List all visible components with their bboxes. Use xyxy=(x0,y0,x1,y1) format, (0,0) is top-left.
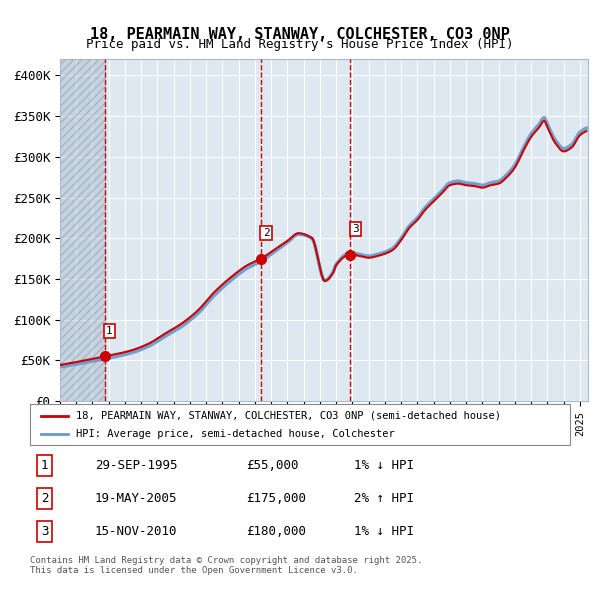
Text: £180,000: £180,000 xyxy=(246,525,306,538)
Text: 1: 1 xyxy=(41,459,48,472)
Text: Price paid vs. HM Land Registry's House Price Index (HPI): Price paid vs. HM Land Registry's House … xyxy=(86,38,514,51)
Text: Contains HM Land Registry data © Crown copyright and database right 2025.
This d: Contains HM Land Registry data © Crown c… xyxy=(30,556,422,575)
Text: 1: 1 xyxy=(106,326,113,336)
Text: 15-NOV-2010: 15-NOV-2010 xyxy=(95,525,178,538)
FancyBboxPatch shape xyxy=(30,404,570,445)
Text: 3: 3 xyxy=(352,224,359,234)
Text: 2% ↑ HPI: 2% ↑ HPI xyxy=(354,492,414,505)
Bar xyxy=(60,59,104,401)
Text: 3: 3 xyxy=(41,525,48,538)
Text: 18, PEARMAIN WAY, STANWAY, COLCHESTER, CO3 0NP (semi-detached house): 18, PEARMAIN WAY, STANWAY, COLCHESTER, C… xyxy=(76,411,501,421)
Text: HPI: Average price, semi-detached house, Colchester: HPI: Average price, semi-detached house,… xyxy=(76,429,395,439)
Text: 19-MAY-2005: 19-MAY-2005 xyxy=(95,492,178,505)
Text: 2: 2 xyxy=(263,228,269,238)
Text: 29-SEP-1995: 29-SEP-1995 xyxy=(95,459,178,472)
Text: 18, PEARMAIN WAY, STANWAY, COLCHESTER, CO3 0NP: 18, PEARMAIN WAY, STANWAY, COLCHESTER, C… xyxy=(90,27,510,41)
Text: £55,000: £55,000 xyxy=(246,459,299,472)
Text: £175,000: £175,000 xyxy=(246,492,306,505)
Text: 1% ↓ HPI: 1% ↓ HPI xyxy=(354,459,414,472)
Text: 1% ↓ HPI: 1% ↓ HPI xyxy=(354,525,414,538)
Text: 2: 2 xyxy=(41,492,48,505)
